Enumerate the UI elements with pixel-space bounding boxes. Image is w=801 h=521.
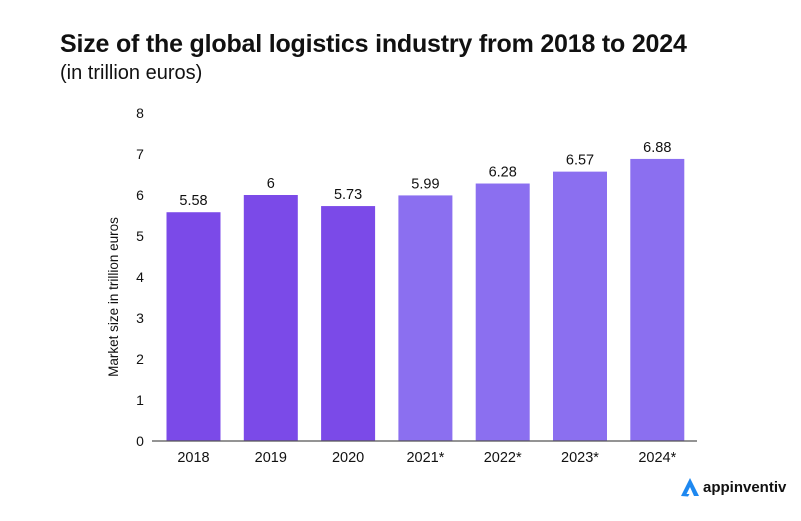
bar-2023 xyxy=(553,171,607,441)
bar-2020 xyxy=(321,206,376,441)
data-label: 6 xyxy=(267,176,275,192)
y-tick-label: 8 xyxy=(136,105,144,121)
x-tick-label: 2020 xyxy=(332,450,364,466)
x-tick-label: 2023* xyxy=(561,450,599,466)
y-tick-label: 0 xyxy=(136,433,144,449)
bar-2021 xyxy=(398,195,453,441)
data-label: 5.99 xyxy=(411,176,439,192)
chart-subtitle: (in trillion euros) xyxy=(60,62,203,84)
x-tick-label: 2024* xyxy=(638,450,676,466)
data-label: 5.73 xyxy=(334,187,362,203)
bar-2019 xyxy=(243,195,298,441)
y-tick-label: 1 xyxy=(136,392,144,408)
data-label: 6.28 xyxy=(489,165,517,181)
x-tick-label: 2019 xyxy=(255,450,287,466)
y-tick-label: 3 xyxy=(136,310,144,326)
y-tick-label: 7 xyxy=(136,146,144,162)
bar-2024 xyxy=(630,158,685,442)
x-tick-label: 2018 xyxy=(177,450,209,466)
appinventiv-logo-icon xyxy=(681,478,699,497)
y-tick-label: 2 xyxy=(136,351,144,367)
y-tick-label: 4 xyxy=(136,269,144,285)
bars xyxy=(166,158,685,442)
y-axis-ticks: 0 1 2 3 4 5 6 7 8 xyxy=(136,105,144,449)
data-label: 6.88 xyxy=(643,140,671,156)
brand-logo-text: appinventiv xyxy=(703,478,787,496)
y-axis-label: Market size in trillion euros xyxy=(106,217,121,377)
bar-2022 xyxy=(475,183,530,441)
x-tick-label: 2021* xyxy=(406,450,444,466)
bar-2018 xyxy=(166,212,221,441)
data-labels: 5.58 6 5.73 5.99 6.28 6.57 6.88 xyxy=(179,140,671,209)
y-tick-label: 6 xyxy=(136,187,144,203)
chart-title: Size of the global logistics industry fr… xyxy=(60,30,687,58)
x-tick-label: 2022* xyxy=(484,450,522,466)
y-tick-label: 5 xyxy=(136,228,144,244)
brand-logo: appinventiv xyxy=(680,477,786,497)
data-label: 5.58 xyxy=(179,193,207,209)
data-label: 6.57 xyxy=(566,153,594,169)
x-axis-ticks: 2018 2019 2020 2021* 2022* 2023* 2024* xyxy=(177,450,676,466)
